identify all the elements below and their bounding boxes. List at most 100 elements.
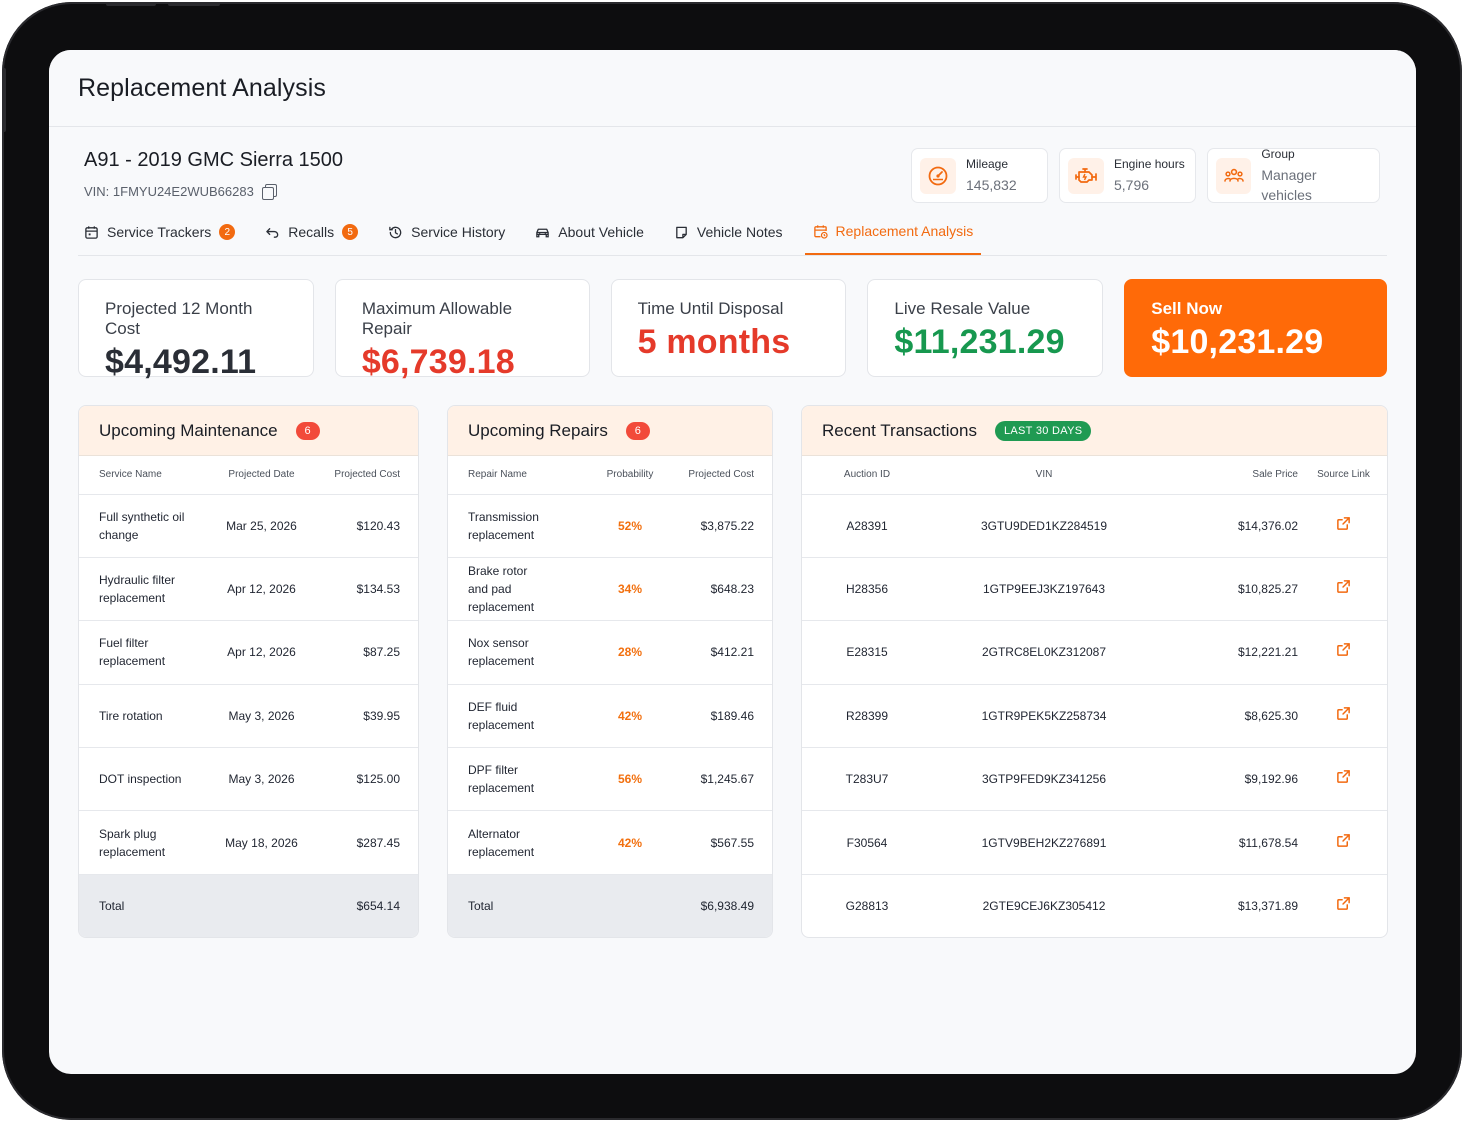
tab-about-vehicle[interactable]: About Vehicle bbox=[527, 209, 652, 255]
total-value: $6,938.49 bbox=[664, 874, 772, 937]
table-row[interactable]: F30564 1GTV9BEH2KZ276891 $11,678.54 bbox=[802, 810, 1387, 875]
note-icon bbox=[676, 226, 687, 238]
table-header-row: Auction ID VIN Sale Price Source Link bbox=[802, 456, 1387, 495]
kpi-projected-cost: Projected 12 Month Cost $4,492.11 bbox=[78, 279, 314, 381]
empty-cell bbox=[207, 874, 316, 937]
sale-price-cell: $12,221.21 bbox=[1156, 620, 1298, 685]
tab-vehicle-notes[interactable]: Vehicle Notes bbox=[666, 209, 791, 255]
people-group-icon bbox=[1216, 157, 1252, 194]
table-row[interactable]: Brake rotor and pad replacement 34% $648.2… bbox=[448, 557, 772, 622]
projected-cost-cell: $567.55 bbox=[664, 810, 772, 875]
table-row[interactable]: H28356 1GTP9EEJ3KZ197643 $10,825.27 bbox=[802, 557, 1387, 622]
table-row[interactable]: E28315 2GTRC8EL0KZ312087 $12,221.21 bbox=[802, 620, 1387, 685]
volume-button bbox=[106, 2, 156, 6]
engine-icon bbox=[1068, 157, 1104, 194]
auction-id-cell: H28356 bbox=[802, 557, 932, 622]
auction-id-cell: T283U7 bbox=[802, 747, 932, 812]
recent-transactions-panel: Recent Transactions LAST 30 DAYS Auction… bbox=[801, 405, 1388, 938]
table-row[interactable]: DOT inspection May 3, 2026 $125.00 bbox=[79, 747, 418, 812]
table-row[interactable]: Alternator replacement 42% $567.55 bbox=[448, 810, 772, 875]
external-link-icon[interactable] bbox=[1336, 706, 1351, 721]
external-link-icon[interactable] bbox=[1336, 833, 1351, 848]
kpi-value: 5 months bbox=[637, 323, 791, 361]
probability-cell: 34% bbox=[578, 557, 664, 622]
count-badge: 6 bbox=[625, 421, 650, 440]
source-link-cell bbox=[1298, 810, 1387, 875]
projected-cost-cell: $648.23 bbox=[664, 557, 772, 622]
maintenance-table: Service Name Projected Date Projected Co… bbox=[79, 456, 418, 937]
tab-label: Service History bbox=[411, 224, 506, 240]
probability-cell: 56% bbox=[578, 747, 664, 812]
column-header: Repair Name bbox=[448, 456, 578, 495]
tab-recalls[interactable]: Recalls 5 bbox=[257, 209, 366, 255]
vehicle-title: A91 - 2019 GMC Sierra 1500 bbox=[84, 149, 344, 171]
table-row[interactable]: R28399 1GTR9PEK5KZ258734 $8,625.30 bbox=[802, 684, 1387, 749]
table-row[interactable]: G28813 2GTE9CEJ6KZ305412 $13,371.89 bbox=[802, 874, 1387, 937]
external-link-icon[interactable] bbox=[1336, 516, 1351, 531]
external-link-icon[interactable] bbox=[1336, 642, 1351, 657]
period-badge: LAST 30 DAYS bbox=[994, 420, 1092, 441]
table-row[interactable]: Hydraulic filter replacement Apr 12, 2026… bbox=[79, 557, 418, 622]
table-row[interactable]: Fuel filter replacement Apr 12, 2026 $87.2… bbox=[79, 620, 418, 685]
projected-cost-cell: $120.43 bbox=[316, 494, 418, 558]
external-link-icon[interactable] bbox=[1336, 579, 1351, 594]
kpi-value: $10,231.29 bbox=[1151, 323, 1324, 361]
repair-name-cell: Nox sensor replacement bbox=[448, 620, 578, 685]
stat-value: 145,832 bbox=[966, 176, 1017, 193]
projected-cost-cell: $39.95 bbox=[316, 684, 418, 749]
table-row[interactable]: Transmission replacement 52% $3,875.22 bbox=[448, 494, 772, 558]
table-row[interactable]: Tire rotation May 3, 2026 $39.95 bbox=[79, 684, 418, 749]
column-header: Auction ID bbox=[802, 456, 932, 495]
sell-now-button[interactable]: Sell Now $10,231.29 bbox=[1124, 279, 1388, 377]
stat-label: Engine hours bbox=[1114, 156, 1185, 171]
vin-cell: 2GTE9CEJ6KZ305412 bbox=[932, 874, 1156, 937]
service-name-cell: Full synthetic oil change bbox=[79, 494, 207, 558]
projected-date-cell: Mar 25, 2026 bbox=[207, 494, 316, 558]
tab-replacement-analysis[interactable]: Replacement Analysis bbox=[804, 209, 982, 255]
total-label: Total bbox=[448, 874, 578, 937]
table-row[interactable]: Nox sensor replacement 28% $412.21 bbox=[448, 620, 772, 685]
source-link-cell bbox=[1298, 874, 1387, 937]
upcoming-maintenance-panel: Upcoming Maintenance 6 Service Name Proj… bbox=[78, 405, 419, 938]
column-header: Source Link bbox=[1298, 456, 1387, 495]
count-badge: 6 bbox=[295, 421, 320, 440]
calendar-clock-icon bbox=[813, 224, 828, 239]
stat-label: Group bbox=[1261, 146, 1295, 161]
calendar-icon bbox=[85, 225, 98, 239]
tab-service-history[interactable]: Service History bbox=[380, 209, 513, 255]
table-row[interactable]: Full synthetic oil change Mar 25, 2026 $12… bbox=[79, 494, 418, 558]
projected-date-cell: Apr 12, 2026 bbox=[207, 620, 316, 685]
column-header: Projected Date bbox=[207, 456, 316, 495]
repair-name-cell: Transmission replacement bbox=[448, 494, 578, 558]
projected-date-cell: May 3, 2026 bbox=[207, 684, 316, 749]
repair-name-cell: DPF filter replacement bbox=[448, 747, 578, 812]
external-link-icon[interactable] bbox=[1336, 896, 1351, 911]
table-row[interactable]: DEF fluid replacement 42% $189.46 bbox=[448, 684, 772, 749]
repair-name-cell: Alternator replacement bbox=[448, 810, 578, 875]
table-row[interactable]: T283U7 3GTP9FED9KZ341256 $9,192.96 bbox=[802, 747, 1387, 812]
tab-label: Recalls bbox=[288, 224, 335, 240]
total-row: Total $6,938.49 bbox=[448, 874, 772, 937]
app-screen: Replacement Analysis A91 - 2019 GMC Sier… bbox=[49, 50, 1416, 1074]
probability-cell: 42% bbox=[578, 684, 664, 749]
side-button bbox=[2, 68, 6, 132]
projected-cost-cell: $125.00 bbox=[316, 747, 418, 812]
source-link-cell bbox=[1298, 494, 1387, 558]
copy-icon[interactable] bbox=[261, 184, 277, 200]
repairs-table: Repair Name Probability Projected Cost T… bbox=[448, 456, 772, 937]
table-row[interactable]: Spark plug replacement May 18, 2026 $287.4… bbox=[79, 810, 418, 875]
table-row[interactable]: A28391 3GTU9DED1KZ284519 $14,376.02 bbox=[802, 494, 1387, 558]
table-row[interactable]: DPF filter replacement 56% $1,245.67 bbox=[448, 747, 772, 812]
tab-label: About Vehicle bbox=[558, 224, 644, 240]
tab-service-trackers[interactable]: Service Trackers 2 bbox=[78, 209, 243, 255]
service-name-cell: DOT inspection bbox=[79, 747, 207, 812]
repair-name-cell: DEF fluid replacement bbox=[448, 684, 578, 749]
auction-id-cell: R28399 bbox=[802, 684, 932, 749]
power-button bbox=[168, 2, 220, 6]
column-header: VIN bbox=[932, 456, 1156, 495]
service-name-cell: Fuel filter replacement bbox=[79, 620, 207, 685]
stat-label: Mileage bbox=[966, 156, 1009, 171]
auction-id-cell: A28391 bbox=[802, 494, 932, 558]
tab-count-badge: 5 bbox=[342, 224, 359, 240]
external-link-icon[interactable] bbox=[1336, 769, 1351, 784]
